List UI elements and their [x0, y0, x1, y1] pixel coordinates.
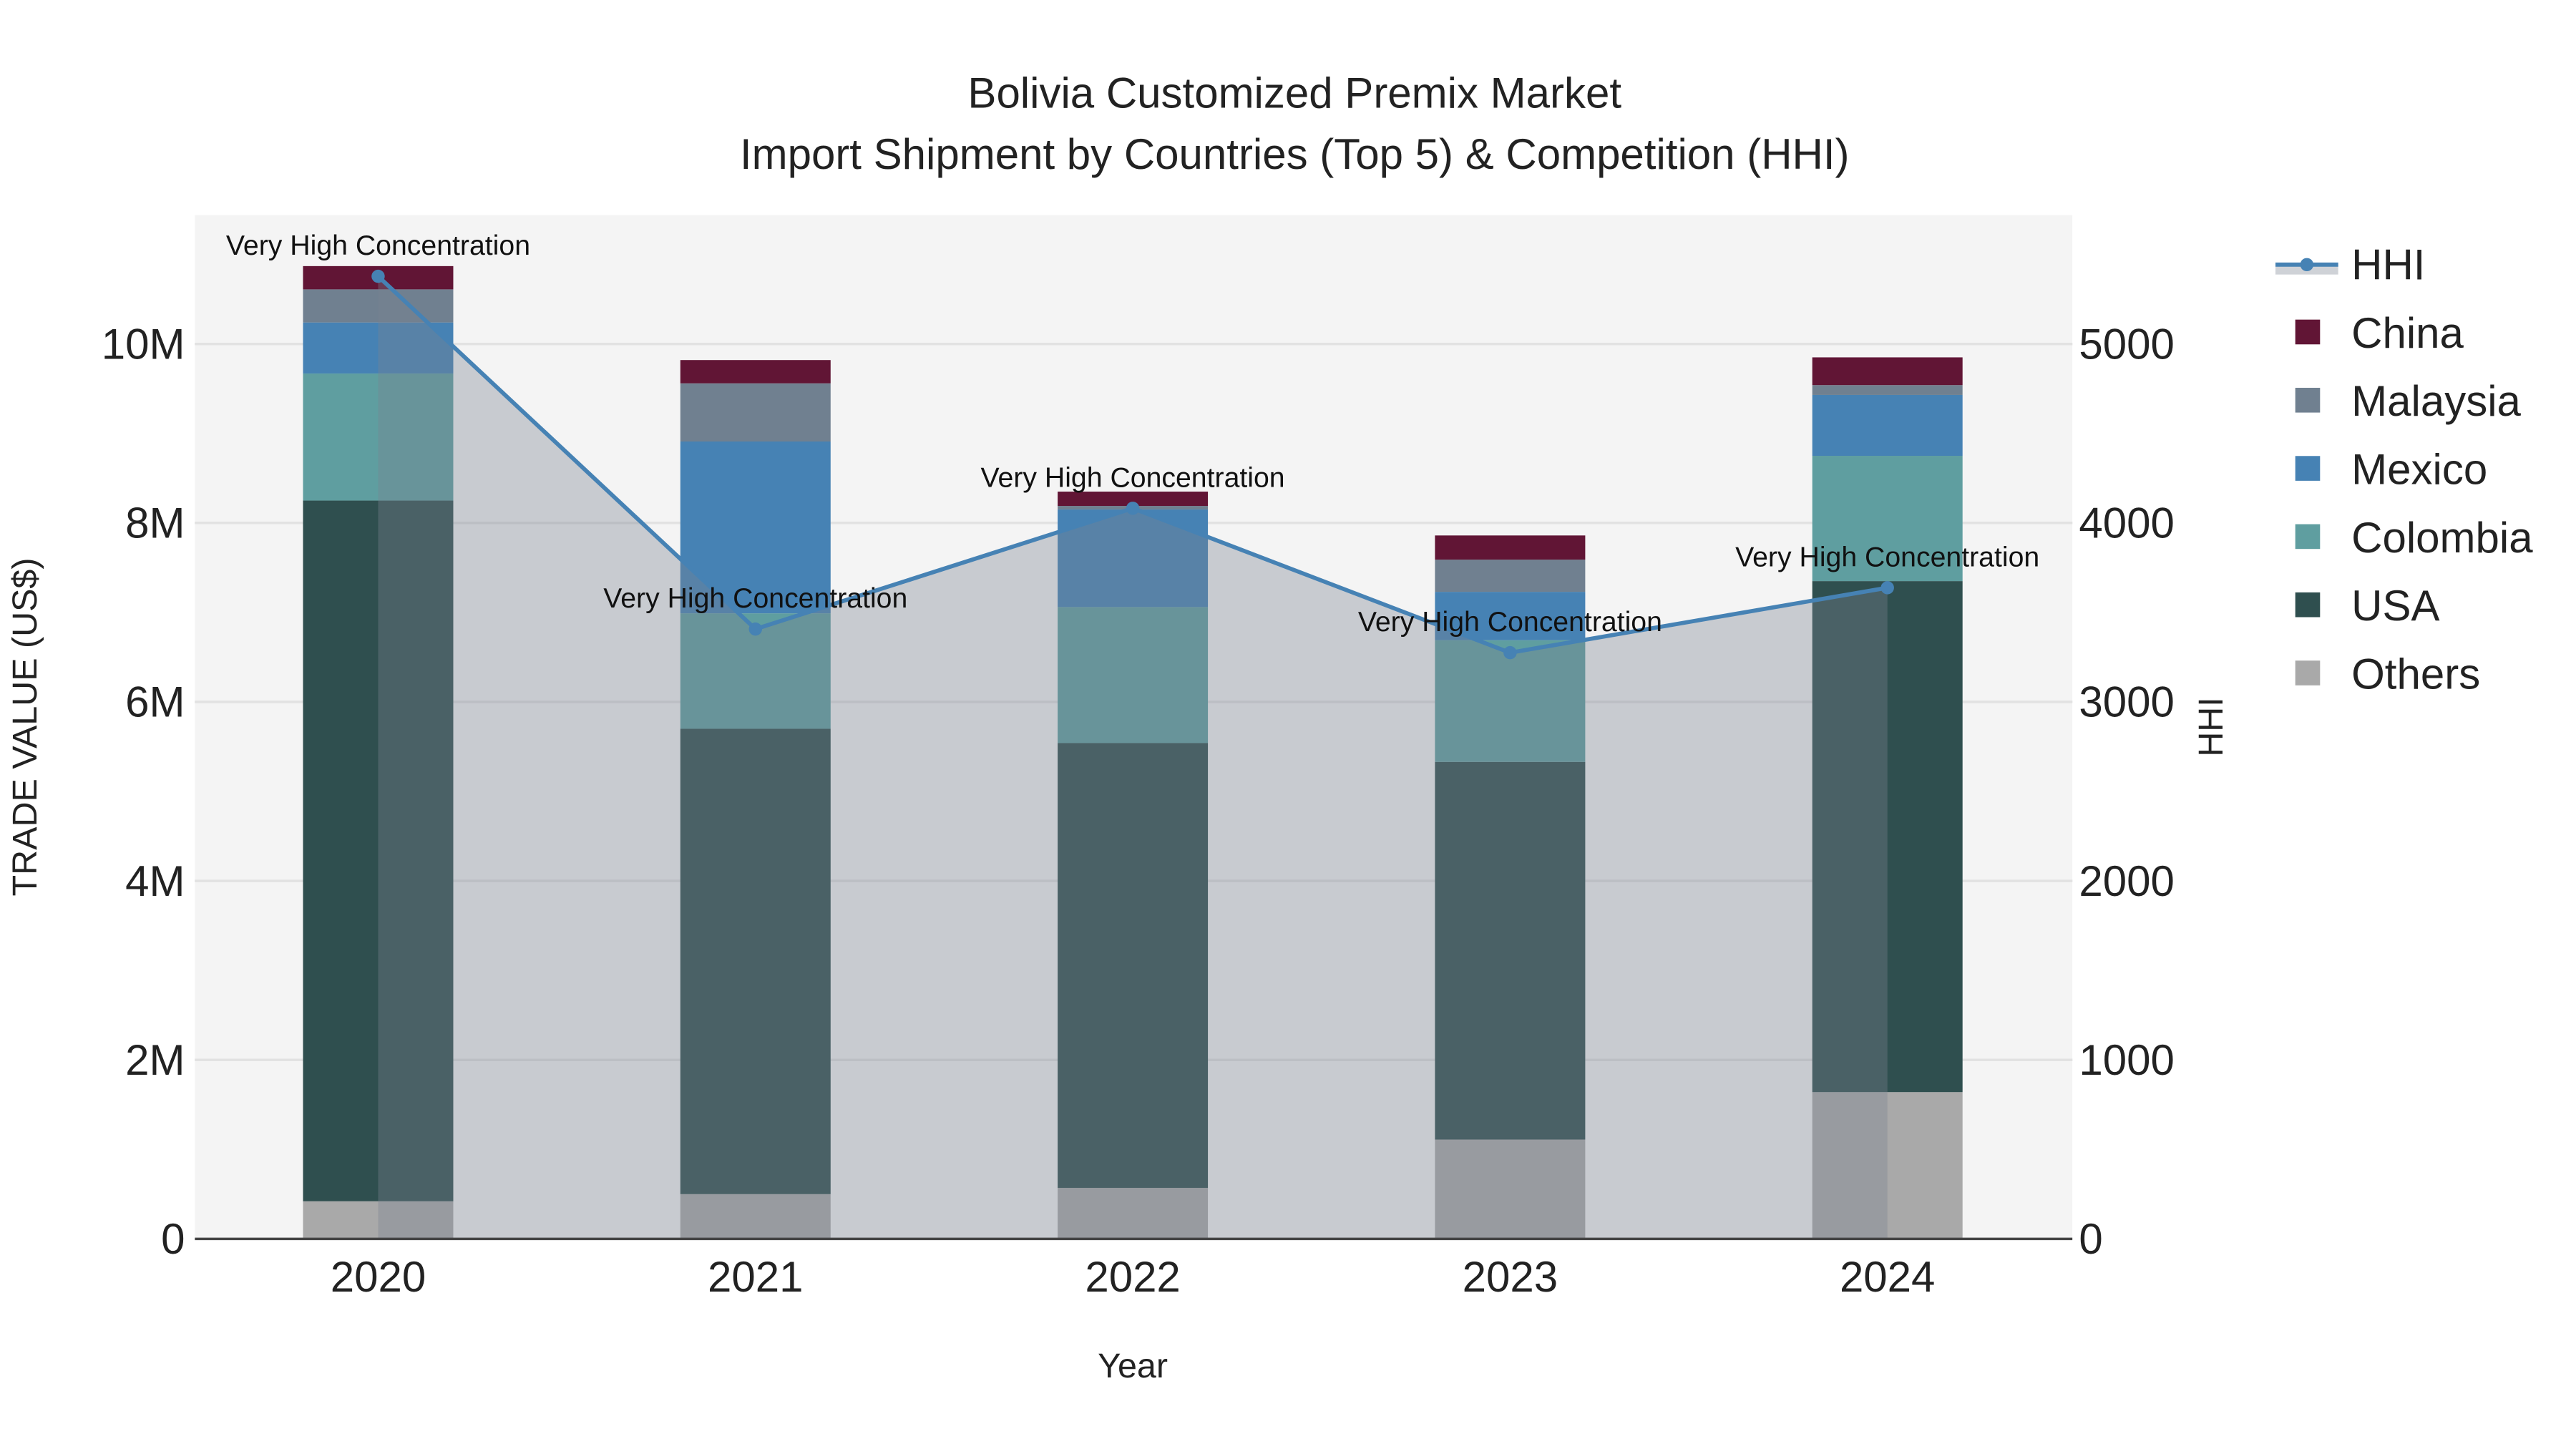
x-tick-label: 2023 [1463, 1253, 1558, 1301]
bar-usa-2022 [1058, 743, 1209, 1189]
bar-china-2024 [1812, 357, 1963, 386]
legend-label-china: China [2351, 309, 2464, 357]
y2-tick-label: 5000 [2079, 320, 2174, 368]
y2-axis-title: HHI [2192, 697, 2230, 756]
bar-usa-2024 [1812, 581, 1963, 1093]
bar-china-2021 [680, 360, 831, 384]
bar-colombia-2020 [303, 373, 454, 501]
legend-label-colombia: Colombia [2351, 514, 2533, 562]
bar-others-2022 [1058, 1188, 1209, 1239]
bar-malaysia-2023 [1435, 560, 1586, 592]
legend-swatch-mexico [2295, 456, 2321, 481]
legend-label-malaysia: Malaysia [2351, 377, 2521, 425]
hhi-annotation: Very High Concentration [226, 230, 530, 261]
bar-malaysia-2024 [1812, 385, 1963, 395]
y-tick-label: 4M [125, 857, 185, 905]
y-tick-label: 2M [125, 1036, 185, 1084]
y2-tick-label: 2000 [2079, 857, 2174, 905]
legend-swatch-usa [2295, 592, 2321, 618]
x-tick-label: 2022 [1085, 1253, 1180, 1301]
legend-label-hhi: HHI [2351, 241, 2425, 289]
bar-china-2022 [1058, 492, 1209, 507]
legend-swatch-china [2295, 319, 2321, 345]
hhi-annotation: Very High Concentration [981, 462, 1285, 493]
legend-swatch-others [2295, 660, 2321, 686]
y-tick-label: 10M [102, 320, 185, 368]
y-tick-label: 8M [125, 499, 185, 547]
legend-swatch-hhi-marker [2300, 258, 2314, 272]
hhi-point-2020 [371, 269, 385, 283]
hhi-point-2024 [1880, 581, 1894, 595]
hhi-annotation: Very High Concentration [1358, 606, 1662, 638]
y-axis-title: TRADE VALUE (US$) [6, 557, 44, 896]
y-tick-label: 0 [161, 1215, 185, 1263]
legend-label-others: Others [2351, 650, 2480, 698]
bar-mexico-2024 [1812, 394, 1963, 457]
hhi-point-2022 [1126, 502, 1140, 515]
y2-tick-label: 3000 [2079, 678, 2174, 726]
bar-others-2021 [680, 1194, 831, 1239]
bar-colombia-2023 [1435, 640, 1586, 762]
x-tick-label: 2021 [708, 1253, 803, 1301]
chart-subtitle: Import Shipment by Countries (Top 5) & C… [740, 130, 1850, 178]
x-tick-label: 2024 [1840, 1253, 1935, 1301]
legend-swatch-colombia [2295, 524, 2321, 550]
hhi-point-2023 [1503, 645, 1517, 660]
hhi-point-2021 [748, 622, 762, 636]
bar-mexico-2020 [303, 322, 454, 374]
legend-label-usa: USA [2351, 582, 2439, 630]
bar-usa-2020 [303, 500, 454, 1201]
bar-malaysia-2021 [680, 383, 831, 441]
hhi-annotation: Very High Concentration [603, 582, 907, 614]
chart-title: Bolivia Customized Premix Market [967, 69, 1621, 117]
y2-tick-label: 1000 [2079, 1036, 2174, 1084]
bar-usa-2023 [1435, 761, 1586, 1140]
legend-swatch-malaysia [2295, 387, 2321, 413]
hhi-annotation: Very High Concentration [1735, 541, 2039, 572]
legend: HHI China Malaysia Mexico Colombia USA Others [2275, 241, 2533, 698]
bar-others-2020 [303, 1201, 454, 1239]
bar-others-2023 [1435, 1139, 1586, 1239]
y2-tick-label: 4000 [2079, 499, 2174, 547]
y-tick-label: 6M [125, 678, 185, 726]
x-tick-label: 2020 [331, 1253, 426, 1301]
bar-malaysia-2020 [303, 289, 454, 323]
bar-colombia-2024 [1812, 456, 1963, 582]
bar-usa-2021 [680, 728, 831, 1194]
legend-label-mexico: Mexico [2351, 445, 2487, 493]
bar-others-2024 [1812, 1092, 1963, 1239]
x-axis-title: Year [1098, 1347, 1168, 1385]
y2-tick-label: 0 [2079, 1215, 2102, 1263]
bar-china-2023 [1435, 535, 1586, 560]
hhi-area [378, 276, 1888, 1239]
bar-colombia-2022 [1058, 607, 1209, 743]
